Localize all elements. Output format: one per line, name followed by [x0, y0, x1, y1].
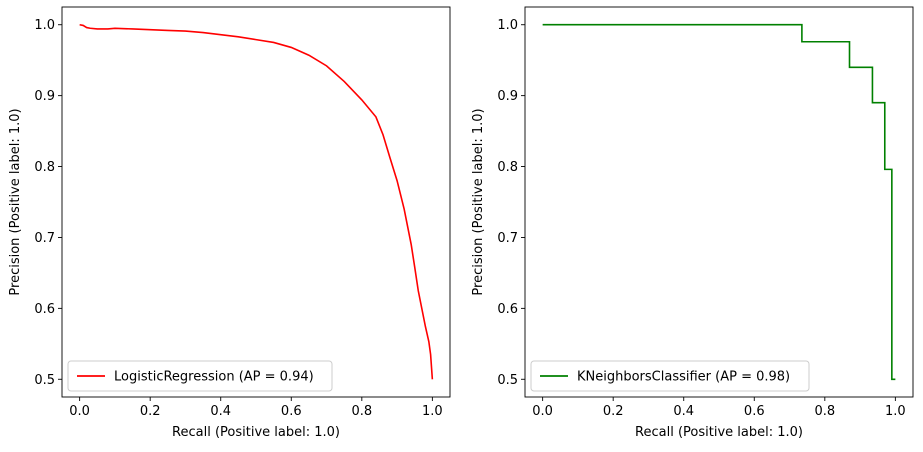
x-tick-label-1-5: 1.0	[885, 404, 906, 419]
x-tick-label-0-3: 0.6	[281, 404, 302, 419]
y-tick-label-1-2: 0.7	[497, 231, 518, 246]
y-tick-label-0-2: 0.7	[34, 231, 55, 246]
chart-panel-1: 0.0 0.2 0.4 0.6 0.8 1.0 0.5 0.6 0.7 0.8 0.9 1.0 Reca…	[471, 6, 914, 440]
x-tick-label-0-1: 0.2	[140, 404, 161, 419]
y-tick-label-0-3: 0.8	[34, 160, 55, 175]
x-tick-label-0-2: 0.4	[210, 404, 231, 419]
x-tick-label-1-0: 0.0	[532, 404, 553, 419]
legend-box-1	[530, 360, 810, 392]
y-axis-label-1: Precision (Positive label: 1.0)	[471, 108, 486, 295]
axes-frame-0	[61, 6, 451, 398]
y-tick-label-1-0: 0.5	[497, 373, 518, 388]
y-tick-label-0-0: 0.5	[34, 373, 55, 388]
series-line-1-0	[542, 23, 896, 381]
y-tick-label-0-4: 0.9	[34, 89, 55, 104]
x-tick-label-0-0: 0.0	[69, 404, 90, 419]
series-line-0-0	[79, 23, 434, 380]
x-tick-label-1-4: 0.8	[814, 404, 835, 419]
x-axis-label-1: Recall (Positive label: 1.0)	[635, 425, 803, 440]
axes-frame-1	[524, 6, 914, 398]
x-tick-label-1-2: 0.4	[673, 404, 694, 419]
x-tick-label-0-5: 1.0	[422, 404, 443, 419]
legend-box-0	[67, 360, 333, 392]
y-axis-label-0: Precision (Positive label: 1.0)	[8, 108, 23, 295]
y-tick-label-1-5: 1.0	[497, 18, 518, 33]
x-axis-label-0: Recall (Positive label: 1.0)	[172, 425, 340, 440]
x-tick-label-1-1: 0.2	[603, 404, 624, 419]
y-tick-label-0-5: 1.0	[34, 18, 55, 33]
y-tick-label-1-1: 0.6	[497, 302, 518, 317]
x-tick-label-0-4: 0.8	[351, 404, 372, 419]
x-tick-label-1-3: 0.6	[744, 404, 765, 419]
y-tick-label-1-3: 0.8	[497, 160, 518, 175]
legend-label-0: LogisticRegression (AP = 0.94)	[114, 370, 314, 385]
legend-label-1: KNeighborsClassifier (AP = 0.98)	[577, 370, 790, 385]
chart-panel-0: 0.0 0.2 0.4 0.6 0.8 1.0 0.5 0.6 0.7 0.8 0.9 1.0 Reca…	[8, 6, 451, 440]
y-tick-label-0-1: 0.6	[34, 302, 55, 317]
y-tick-label-1-4: 0.9	[497, 89, 518, 104]
